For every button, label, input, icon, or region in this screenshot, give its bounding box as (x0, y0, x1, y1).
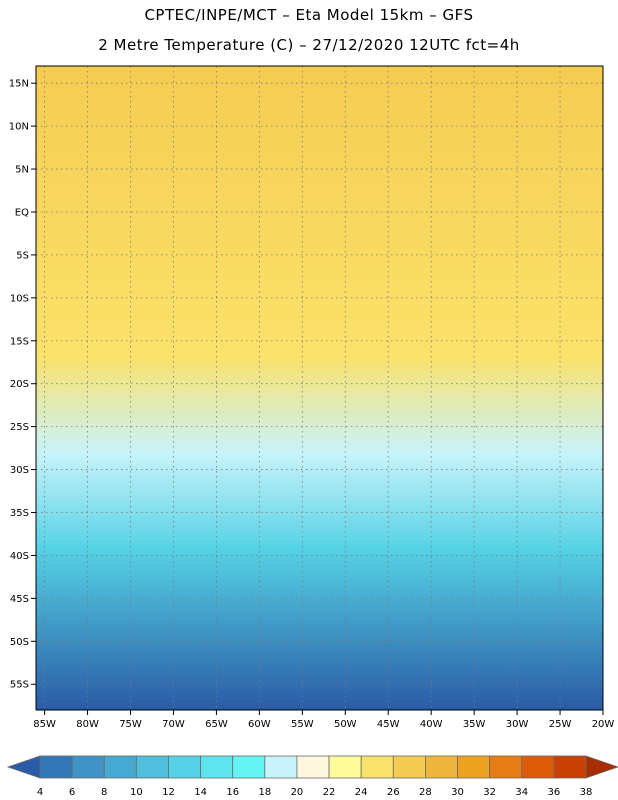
latitude-label: 10N (9, 122, 29, 133)
legend-swatch (489, 755, 523, 779)
latitude-label: 5S (16, 250, 29, 261)
longitude-label: 35W (463, 719, 486, 730)
latitude-label: 50S (10, 637, 29, 648)
legend-swatch (168, 755, 201, 779)
legend-value-label: 24 (355, 787, 368, 798)
latitude-label: 45S (10, 594, 29, 605)
longitude-label: 40W (420, 719, 443, 730)
longitude-label: 55W (291, 719, 314, 730)
legend-value-label: 38 (580, 787, 593, 798)
legend-value-label: 20 (291, 787, 304, 798)
longitude-label: 75W (119, 719, 142, 730)
legend-swatch (103, 755, 137, 779)
latitude-label: 15N (9, 79, 29, 90)
legend-swatch (521, 755, 555, 779)
latitude-label: 10S (10, 293, 29, 304)
latitude-label: 25S (10, 422, 29, 433)
legend-value-label: 14 (194, 787, 207, 798)
legend-value-label: 22 (323, 787, 336, 798)
longitude-label: 30W (506, 719, 529, 730)
legend-swatch (232, 755, 266, 779)
legend-swatch (328, 755, 362, 779)
longitude-label: 85W (33, 719, 56, 730)
legend-arrow-high (585, 755, 618, 779)
latitude-label: 5N (15, 165, 29, 176)
legend-swatch (360, 755, 394, 779)
temperature-field (36, 66, 603, 710)
legend-swatch (39, 755, 73, 779)
longitude-label: 60W (248, 719, 271, 730)
map-title-line-1: CPTEC/INPE/MCT – Eta Model 15km – GFS (144, 6, 474, 24)
legend-swatch (264, 755, 298, 779)
legend-value-label: 4 (37, 787, 43, 798)
legend-arrow-low (6, 755, 41, 779)
legend-value-label: 10 (130, 787, 143, 798)
legend-value-label: 28 (419, 787, 432, 798)
legend-swatch (296, 755, 330, 779)
legend-swatch (71, 755, 105, 779)
latitude-label: 20S (10, 379, 29, 390)
legend-value-label: 26 (387, 787, 400, 798)
legend-value-label: 32 (483, 787, 496, 798)
legend-value-label: 36 (548, 787, 561, 798)
map-frame (35, 65, 604, 711)
latitude-label: 30S (10, 465, 29, 476)
latitude-label: 35S (10, 508, 29, 519)
legend-value-label: 30 (451, 787, 464, 798)
longitude-label: 65W (205, 719, 228, 730)
latitude-label: 15S (10, 336, 29, 347)
legend-value-label: 8 (101, 787, 107, 798)
legend-swatch (553, 755, 587, 779)
legend-swatch (200, 755, 234, 779)
legend-swatch (392, 755, 426, 779)
legend-value-label: 16 (226, 787, 239, 798)
legend-value-label: 6 (69, 787, 75, 798)
legend-value-label: 18 (258, 787, 271, 798)
legend-swatch (135, 755, 169, 779)
latitude-label: 40S (10, 551, 29, 562)
longitude-label: 45W (377, 719, 400, 730)
map-axes: 15N 10N 5N EQ 5S 10S 15S 20S 25S 30S 35S 40S 45S 50S 5… (9, 79, 615, 730)
latitude-label: 55S (10, 680, 29, 691)
legend-value-label: 12 (162, 787, 175, 798)
longitude-label: 70W (162, 719, 185, 730)
legend-swatch (457, 755, 491, 779)
legend-value-label: 34 (515, 787, 528, 798)
latitude-label: EQ (15, 207, 29, 218)
longitude-label: 50W (334, 719, 357, 730)
legend-swatch (425, 755, 458, 779)
longitude-label: 80W (76, 719, 99, 730)
color-legend: 4 6 8 10 12 14 16 18 20 22 24 26 28 30 32 34 36 38 (6, 755, 618, 798)
longitude-label: 25W (549, 719, 572, 730)
map-title-line-2: 2 Metre Temperature (C) – 27/12/2020 12U… (98, 36, 520, 54)
longitude-label: 20W (592, 719, 615, 730)
